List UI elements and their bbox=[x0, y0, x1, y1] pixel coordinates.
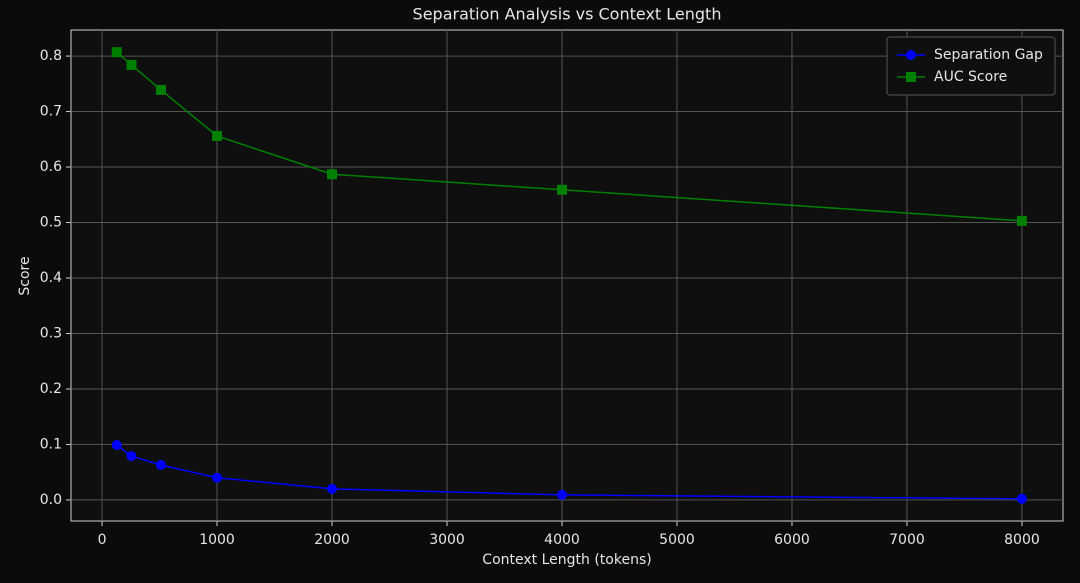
legend-marker bbox=[906, 72, 916, 82]
x-tick-label: 4000 bbox=[544, 532, 580, 548]
y-tick-label: 0.3 bbox=[40, 325, 62, 341]
y-tick-label: 0.5 bbox=[40, 215, 62, 231]
data-point bbox=[155, 459, 166, 470]
data-point bbox=[1016, 215, 1027, 226]
data-point bbox=[556, 184, 567, 195]
data-point bbox=[327, 483, 338, 494]
legend-label: Separation Gap bbox=[934, 47, 1043, 63]
legend-marker bbox=[906, 50, 916, 60]
x-tick-label: 1000 bbox=[199, 532, 235, 548]
data-point bbox=[126, 451, 137, 462]
x-axis-label: Context Length (tokens) bbox=[482, 552, 651, 568]
data-point bbox=[111, 439, 122, 450]
y-tick-label: 0.0 bbox=[40, 492, 62, 508]
chart-title: Separation Analysis vs Context Length bbox=[413, 5, 722, 24]
y-tick-label: 0.8 bbox=[40, 48, 62, 64]
x-tick-label: 6000 bbox=[774, 532, 810, 548]
data-point bbox=[1016, 493, 1027, 504]
data-point bbox=[327, 169, 338, 180]
y-tick-label: 0.2 bbox=[40, 381, 62, 397]
data-point bbox=[212, 130, 223, 141]
x-tick-label: 8000 bbox=[1004, 532, 1040, 548]
x-tick-label: 5000 bbox=[659, 532, 695, 548]
legend-label: AUC Score bbox=[934, 69, 1007, 85]
data-point bbox=[126, 59, 137, 70]
y-tick-label: 0.6 bbox=[40, 159, 62, 175]
plot-area bbox=[70, 29, 1064, 522]
legend-box bbox=[886, 36, 1056, 96]
y-tick-label: 0.7 bbox=[40, 104, 62, 120]
y-axis-label: Score bbox=[17, 256, 33, 295]
data-point bbox=[155, 84, 166, 95]
data-point bbox=[556, 489, 567, 500]
x-tick-label: 7000 bbox=[889, 532, 925, 548]
y-tick-label: 0.1 bbox=[40, 436, 62, 452]
x-tick-label: 3000 bbox=[429, 532, 465, 548]
x-tick-label: 2000 bbox=[314, 532, 350, 548]
y-tick-label: 0.4 bbox=[40, 270, 62, 286]
data-point bbox=[212, 472, 223, 483]
x-tick-label: 0 bbox=[98, 532, 107, 548]
data-point bbox=[111, 47, 122, 58]
